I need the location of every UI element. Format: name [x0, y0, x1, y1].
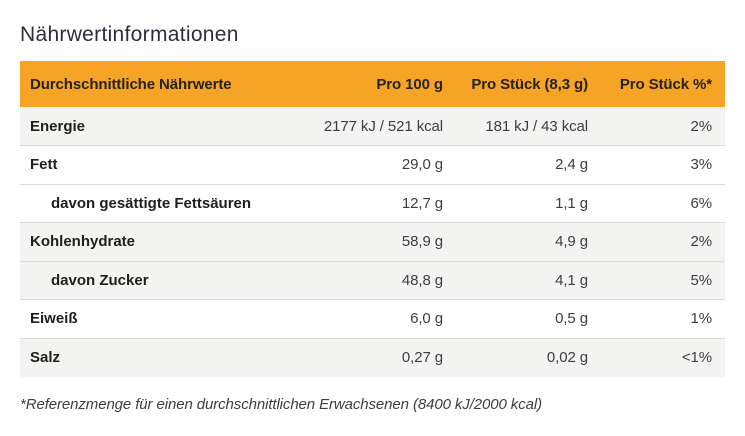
value-per-piece: 1,1 g — [555, 194, 588, 212]
value-per-piece-percent: 6% — [690, 194, 713, 212]
table-row: Kohlenhydrate 58,9 g 4,9 g 2% — [20, 222, 725, 261]
value-per-piece: 181 kJ / 43 kcal — [485, 117, 588, 135]
nutrient-label: davon gesättigte Fettsäuren — [51, 194, 252, 212]
value-per-100g: 58,9 g — [401, 233, 443, 251]
table-body: Energie 2177 kJ / 521 kcal 181 kJ / 43 k… — [20, 107, 725, 377]
value-per-100g: 2177 kJ / 521 kcal — [323, 117, 443, 135]
nutrient-label: Eiweiß — [30, 310, 78, 328]
value-per-piece: 0,02 g — [546, 349, 588, 366]
value-per-piece: 4,1 g — [555, 271, 588, 289]
value-per-100g: 0,27 g — [401, 349, 443, 366]
table-row: davon Zucker 48,8 g 4,1 g 5% — [20, 261, 725, 300]
value-per-100g: 29,0 g — [401, 156, 443, 174]
value-per-100g: 12,7 g — [401, 194, 443, 212]
table-row: Salz 0,27 g 0,02 g <1% — [20, 338, 725, 377]
column-header-per-100g: Pro 100 g — [320, 61, 444, 107]
value-per-piece-percent: 1% — [690, 310, 713, 328]
value-per-piece-percent: 3% — [690, 156, 713, 174]
value-per-piece: 4,9 g — [555, 233, 588, 251]
nutrition-table: Durchschnittliche Nährwerte Pro 100 g Pr… — [20, 61, 725, 377]
value-per-piece-percent: 5% — [690, 271, 713, 289]
value-per-piece: 2,4 g — [555, 156, 588, 174]
table-header-row: Durchschnittliche Nährwerte Pro 100 g Pr… — [20, 61, 725, 107]
nutrient-label: davon Zucker — [51, 271, 149, 289]
table-row: Eiweiß 6,0 g 0,5 g 1% — [20, 299, 725, 339]
table-row: davon gesättigte Fettsäuren 12,7 g 1,1 g… — [20, 184, 725, 223]
value-per-100g: 48,8 g — [401, 271, 443, 289]
nutrient-label: Salz — [30, 349, 61, 366]
reference-footnote: *Referenzmenge für einen durchschnittlic… — [20, 396, 542, 413]
nutrient-label: Fett — [30, 156, 58, 174]
value-per-100g: 6,0 g — [410, 310, 443, 328]
table-row: Fett 29,0 g 2,4 g 3% — [20, 145, 725, 185]
value-per-piece-percent: 2% — [690, 233, 713, 251]
value-per-piece-percent: <1% — [681, 349, 712, 366]
value-per-piece-percent: 2% — [690, 117, 713, 135]
value-per-piece: 0,5 g — [555, 310, 588, 328]
column-header-per-piece: Pro Stück (8,3 g) — [444, 61, 589, 107]
nutrient-label: Energie — [30, 117, 86, 135]
page-title: Nährwertinformationen — [20, 23, 239, 46]
nutrient-label: Kohlenhydrate — [30, 233, 136, 251]
table-row: Energie 2177 kJ / 521 kcal 181 kJ / 43 k… — [20, 107, 725, 146]
column-header-per-piece-percent: Pro Stück %* — [589, 61, 725, 107]
column-header-nutrients: Durchschnittliche Nährwerte — [20, 61, 320, 107]
